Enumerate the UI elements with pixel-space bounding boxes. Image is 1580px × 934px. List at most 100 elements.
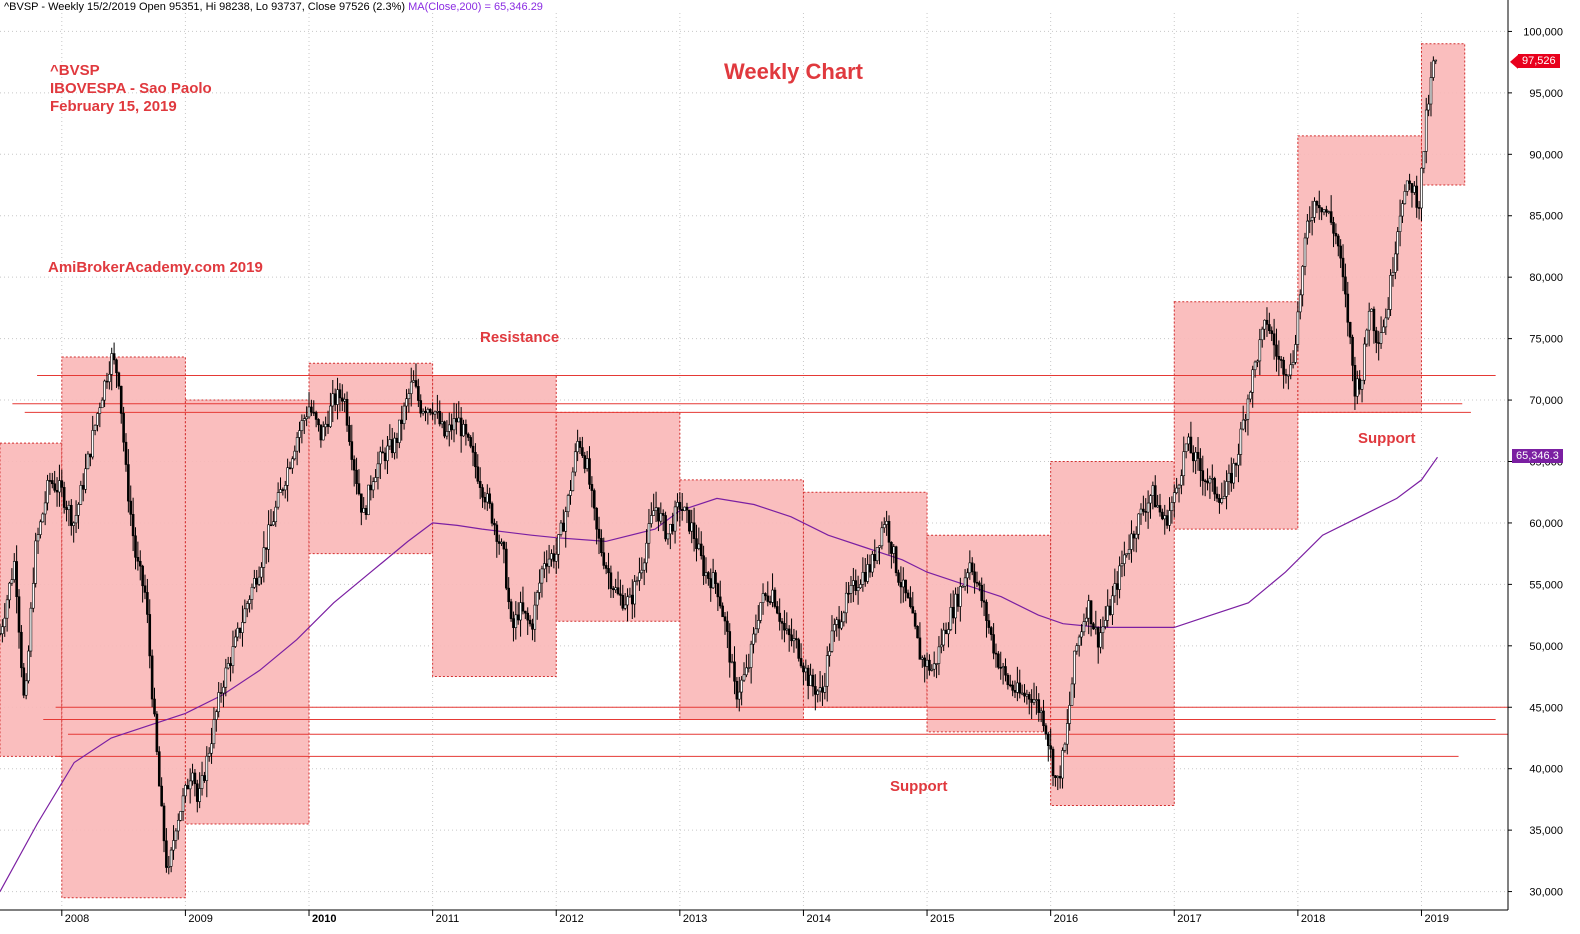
price-body [452, 418, 456, 431]
price-body [455, 418, 458, 423]
price-body [286, 467, 289, 486]
price-body [716, 583, 720, 598]
price-body [597, 528, 601, 539]
price-body [785, 628, 789, 631]
price-body [238, 627, 242, 633]
price-body [947, 629, 950, 635]
price-body [1284, 374, 1288, 376]
price-body [1279, 359, 1283, 361]
price-body [172, 840, 175, 851]
price-body [975, 581, 979, 584]
price-body [768, 601, 772, 603]
price-body [226, 663, 230, 669]
price-body [707, 572, 710, 579]
price-body [545, 563, 549, 567]
price-body [1287, 374, 1290, 377]
price-body [136, 557, 140, 562]
price-body [913, 612, 917, 627]
price-body [609, 572, 613, 589]
price-body [1244, 419, 1247, 421]
price-body [932, 663, 936, 670]
y-tick-label: 30,000 [1529, 887, 1563, 899]
price-body [405, 398, 408, 407]
price-body [783, 623, 786, 631]
price-body [935, 663, 938, 665]
price-body [324, 423, 327, 428]
price-body [41, 513, 45, 523]
price-body [485, 493, 489, 503]
price-body [181, 795, 185, 812]
price-body [968, 562, 972, 574]
price-body [65, 507, 68, 510]
price-body [150, 655, 154, 700]
price-body [188, 780, 192, 790]
price-body [571, 471, 575, 491]
price-body [578, 441, 582, 448]
price-body [46, 480, 49, 504]
price-body [1317, 205, 1321, 209]
price-body [1277, 355, 1281, 360]
price-body [374, 477, 377, 482]
price-body [234, 636, 237, 647]
price-body [633, 581, 636, 605]
price-body [421, 410, 425, 414]
price-body [1201, 470, 1205, 482]
price-body [207, 752, 211, 757]
price-body [856, 587, 860, 591]
price-body [714, 572, 717, 584]
range-box [1173, 301, 1299, 530]
price-body [272, 521, 275, 526]
price-body [1142, 508, 1145, 512]
price-body [43, 502, 47, 515]
price-body [657, 507, 660, 522]
price-body [459, 417, 463, 437]
price-body [564, 511, 568, 532]
price-body [483, 496, 487, 503]
price-body [134, 535, 137, 558]
price-body [72, 522, 75, 526]
price-body [1377, 342, 1380, 344]
price-body [756, 620, 760, 630]
price-body [495, 524, 499, 542]
price-body [1194, 451, 1197, 462]
price-body [1115, 583, 1119, 590]
price-body [1058, 775, 1062, 779]
price-body [1203, 480, 1207, 483]
price-body [890, 541, 893, 554]
x-tick-label: 2015 [930, 913, 954, 925]
price-body [86, 453, 90, 470]
price-body [678, 502, 682, 510]
price-body [1415, 185, 1419, 208]
price-body [552, 553, 556, 562]
price-body [1315, 201, 1319, 206]
price-body [1056, 775, 1060, 778]
price-body [963, 577, 967, 587]
price-body [1189, 436, 1193, 454]
price-body [357, 483, 361, 495]
price-body [1080, 631, 1083, 638]
price-body [376, 463, 380, 478]
price-body [780, 621, 784, 624]
price-body [317, 419, 320, 426]
price-body [481, 487, 484, 498]
price-body [262, 547, 266, 568]
price-body [626, 596, 629, 606]
price-body [1210, 478, 1214, 480]
price-body [647, 523, 651, 544]
price-body [310, 406, 313, 413]
price-body [547, 558, 551, 567]
price-body [20, 631, 23, 669]
price-body [24, 680, 28, 696]
price-body [436, 411, 439, 413]
price-body [802, 665, 805, 673]
price-body [1427, 103, 1430, 111]
price-body [371, 481, 375, 491]
price-body [901, 579, 905, 588]
price-body [1144, 511, 1148, 513]
price-body [730, 661, 734, 664]
price-body [388, 439, 392, 447]
price-body [250, 586, 254, 600]
price-body [1332, 222, 1335, 234]
price-body [775, 606, 779, 614]
price-body [412, 380, 415, 383]
